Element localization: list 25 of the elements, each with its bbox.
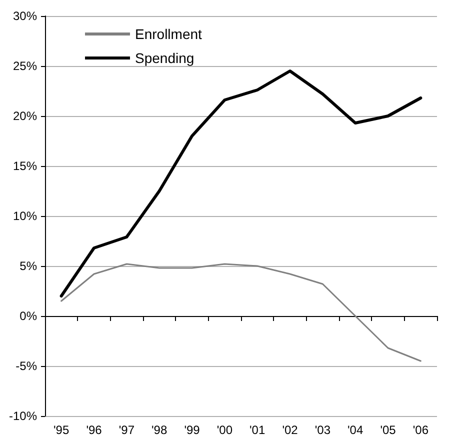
x-tick-label: '05: [380, 423, 396, 436]
x-tick-label: '02: [282, 423, 298, 436]
y-tick-label: 30%: [12, 9, 38, 23]
line-series: [60, 263, 422, 362]
y-tick-label: -5%: [16, 359, 38, 373]
x-tick-label: '99: [184, 423, 200, 436]
y-tick-label: 20%: [12, 109, 38, 123]
x-tick-label: '04: [348, 423, 364, 436]
y-tick-label: 5%: [20, 259, 38, 273]
x-tick-label: '98: [152, 423, 168, 436]
x-tick-label: '96: [86, 423, 102, 436]
line-series: [60, 70, 422, 298]
y-tick-label: 15%: [12, 159, 38, 173]
x-tick-label: '95: [54, 423, 70, 436]
legend-label: Enrollment: [135, 26, 202, 42]
x-tick-label: '01: [250, 423, 266, 436]
x-tick-label: '06: [412, 423, 429, 436]
y-tick-label: 0%: [20, 309, 38, 323]
legend-label: Spending: [135, 50, 194, 66]
y-tick-label: -10%: [8, 409, 38, 423]
x-tick-label: '97: [118, 423, 135, 436]
x-tick-label: '03: [314, 423, 331, 436]
y-tick-label: 10%: [12, 209, 38, 223]
y-tick-label: 25%: [12, 59, 38, 73]
x-tick-label: '00: [216, 423, 233, 436]
